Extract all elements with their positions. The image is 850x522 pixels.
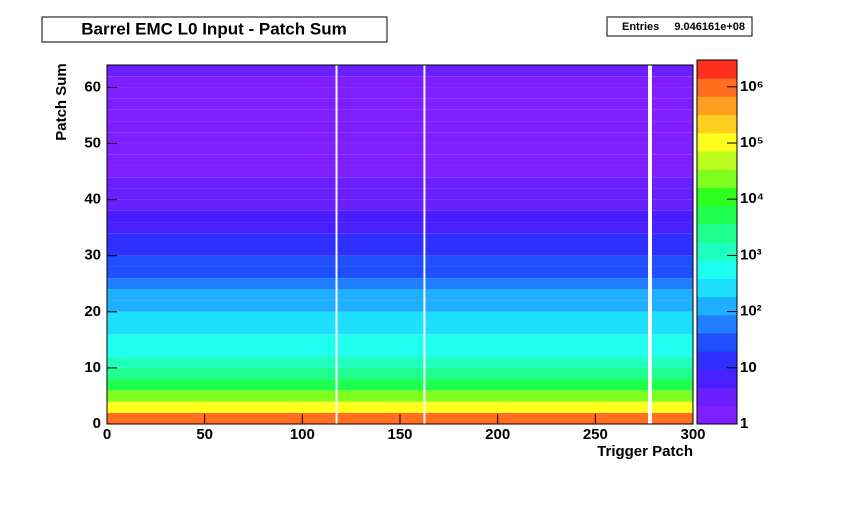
z-tick-label: 10⁵: [740, 134, 764, 151]
heatmap-row: [107, 222, 693, 234]
y-axis-label: Patch Sum: [53, 63, 70, 141]
palette-swatch: [697, 242, 737, 261]
z-tick-label: 1: [740, 415, 748, 432]
heatmap-row: [107, 177, 693, 189]
palette-swatch: [697, 387, 737, 407]
x-tick-label: 300: [680, 426, 705, 443]
palette-swatch: [697, 60, 737, 79]
heatmap-row: [107, 210, 693, 223]
z-tick-label: 10²: [740, 303, 762, 320]
x-tick-label: 150: [387, 426, 412, 443]
palette-swatch: [697, 260, 737, 279]
y-tick-label: 60: [84, 78, 101, 95]
heatmap-row: [107, 367, 693, 380]
palette-swatch: [697, 278, 737, 298]
palette-swatch: [697, 187, 737, 207]
palette-swatch: [697, 333, 737, 352]
heatmap-row: [107, 109, 693, 122]
heatmap-row: [107, 323, 693, 335]
stats-label: Entries: [622, 21, 659, 33]
empty-column: [423, 65, 426, 424]
stats-box: [606, 16, 753, 37]
title-box: [41, 16, 388, 43]
x-tick-label: 200: [485, 426, 510, 443]
heatmap-row: [107, 266, 693, 279]
z-tick-label: 10³: [740, 246, 762, 263]
heatmap-row: [107, 390, 693, 402]
x-axis-label: Trigger Patch: [597, 443, 693, 460]
heatmap-row: [107, 356, 693, 368]
heatmap-row: [107, 278, 693, 290]
palette-swatch: [697, 369, 737, 389]
palette-swatch: [697, 114, 737, 134]
palette-swatch: [697, 132, 737, 152]
y-tick-label: 30: [84, 247, 101, 264]
heatmap-row: [107, 188, 693, 200]
heatmap-row: [107, 76, 693, 88]
heatmap-row: [107, 345, 693, 357]
palette-swatch: [697, 205, 737, 225]
palette-swatch: [697, 405, 737, 425]
palette-swatch: [697, 169, 737, 188]
palette-swatch: [697, 296, 737, 316]
y-tick-label: 50: [84, 135, 101, 152]
z-tick-label: 10⁶: [740, 78, 764, 95]
heatmap-row: [107, 401, 693, 413]
palette-swatch: [697, 96, 737, 116]
palette-swatch: [697, 78, 737, 97]
heatmap-row: [107, 121, 693, 133]
heatmap-row: [107, 199, 693, 211]
x-tick-label: 100: [290, 426, 315, 443]
heatmap-row: [107, 311, 693, 324]
palette-swatch: [697, 314, 737, 334]
palette-frame: [696, 59, 738, 425]
heatmap-row: [107, 289, 693, 301]
z-tick-label: 10⁴: [740, 190, 764, 207]
heatmap-row: [107, 255, 693, 267]
palette-swatch: [697, 351, 737, 370]
z-tick-label: 10: [740, 359, 757, 376]
heatmap-row: [107, 233, 693, 245]
heatmap-row: [107, 87, 693, 99]
x-tick-label: 0: [103, 426, 111, 443]
y-tick-label: 40: [84, 191, 101, 208]
heatmap-row: [107, 98, 693, 110]
heatmap-row: [107, 154, 693, 166]
empty-column: [648, 65, 651, 424]
heatmap-row: [107, 132, 693, 144]
x-tick-label: 250: [583, 426, 608, 443]
chart-title: Barrel EMC L0 Input - Patch Sum: [81, 19, 346, 38]
heatmap-row: [107, 379, 693, 391]
x-tick-label: 50: [196, 426, 213, 443]
palette-swatch: [697, 223, 737, 243]
stats-value: 9.046161e+08: [674, 21, 745, 33]
y-tick-label: 10: [84, 359, 101, 376]
empty-column: [650, 65, 652, 424]
heatmap-row: [107, 165, 693, 178]
heatmap-row: [107, 143, 693, 155]
heatmap-row: [107, 65, 693, 77]
heatmap-row: [107, 334, 693, 346]
y-tick-label: 0: [93, 415, 101, 432]
y-tick-label: 20: [84, 303, 101, 320]
empty-column: [335, 65, 338, 424]
heatmap-row: [107, 244, 693, 256]
palette-swatch: [697, 151, 737, 170]
heatmap-row: [107, 300, 693, 312]
